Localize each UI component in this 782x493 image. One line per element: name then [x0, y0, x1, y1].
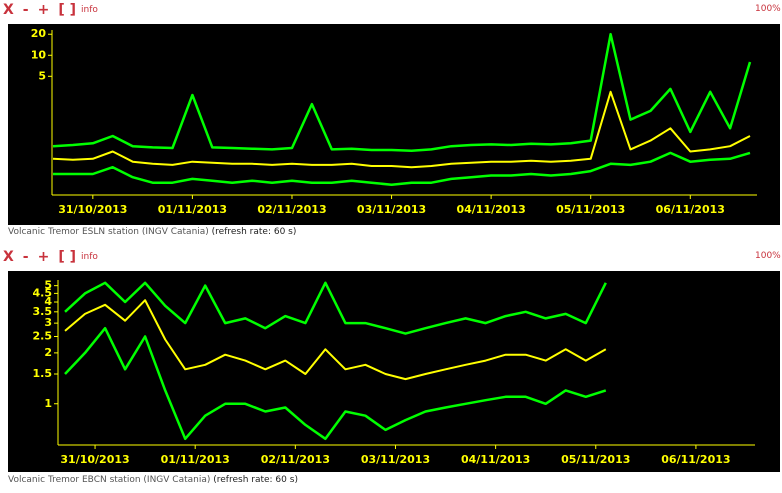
y-tick-label: 4.5: [33, 286, 53, 299]
zoom-out-button[interactable]: -: [22, 249, 29, 265]
y-tick-label: 4: [44, 295, 52, 308]
caption-text: Volcanic Tremor EBCN station (INGV Catan…: [8, 475, 211, 485]
tremor-line: [53, 151, 751, 187]
info-button[interactable]: info: [81, 5, 98, 15]
x-tick-label: 02/11/2013: [257, 203, 326, 216]
x-tick-label: 31/10/2013: [60, 453, 129, 466]
close-button[interactable]: X: [3, 2, 14, 18]
toolbar: X - + [ ] info: [3, 2, 98, 18]
caption-note: (refresh rate: 60 s): [213, 475, 298, 485]
info-button[interactable]: info: [81, 252, 98, 262]
y-tick-label: 1.5: [33, 367, 53, 380]
chart-background: [8, 271, 780, 472]
x-tick-label: 06/11/2013: [661, 453, 730, 466]
x-tick-label: 01/11/2013: [158, 203, 227, 216]
tremor-line: [64, 281, 607, 335]
caption: Volcanic Tremor EBCN station (INGV Catan…: [8, 475, 298, 485]
tremor-line: [64, 326, 607, 441]
chart-background: [8, 24, 780, 225]
x-tick-label: 04/11/2013: [461, 453, 530, 466]
caption-note: (refresh rate: 60 s): [211, 227, 297, 237]
y-tick-label: 3.5: [33, 305, 53, 318]
zoom-in-button[interactable]: +: [37, 2, 50, 18]
tremor-line: [52, 32, 752, 152]
y-tick-label: 3: [44, 316, 52, 329]
x-tick-label: 31/10/2013: [58, 203, 127, 216]
y-tick-label: 10: [31, 48, 47, 61]
toolbar: X - + [ ] info: [3, 249, 98, 265]
zoom-level: 100%: [755, 4, 781, 14]
x-tick-label: 06/11/2013: [656, 203, 725, 216]
zoom-level: 100%: [755, 251, 781, 261]
x-tick-label: 01/11/2013: [161, 453, 230, 466]
y-tick-label: 5: [38, 69, 46, 82]
tremor-line: [64, 299, 607, 381]
x-tick-label: 04/11/2013: [456, 203, 525, 216]
x-tick-label: 05/11/2013: [561, 453, 630, 466]
zoom-in-button[interactable]: +: [37, 249, 50, 265]
x-tick-label: 05/11/2013: [556, 203, 625, 216]
x-tick-label: 02/11/2013: [261, 453, 330, 466]
caption-text: Volcanic Tremor ESLN station (INGV Catan…: [8, 227, 209, 237]
fit-button[interactable]: [ ]: [58, 2, 77, 18]
tremor-line: [52, 90, 751, 169]
y-tick-label: 2: [44, 346, 52, 359]
fit-button[interactable]: [ ]: [58, 249, 77, 265]
y-tick-label: 1: [44, 397, 52, 410]
y-tick-label: 5: [44, 279, 52, 292]
y-tick-label: 2.5: [33, 330, 53, 343]
caption: Volcanic Tremor ESLN station (INGV Catan…: [8, 227, 296, 237]
x-tick-label: 03/11/2013: [361, 453, 430, 466]
x-tick-label: 03/11/2013: [357, 203, 426, 216]
zoom-out-button[interactable]: -: [22, 2, 29, 18]
y-tick-label: 20: [31, 27, 47, 40]
close-button[interactable]: X: [3, 249, 14, 265]
